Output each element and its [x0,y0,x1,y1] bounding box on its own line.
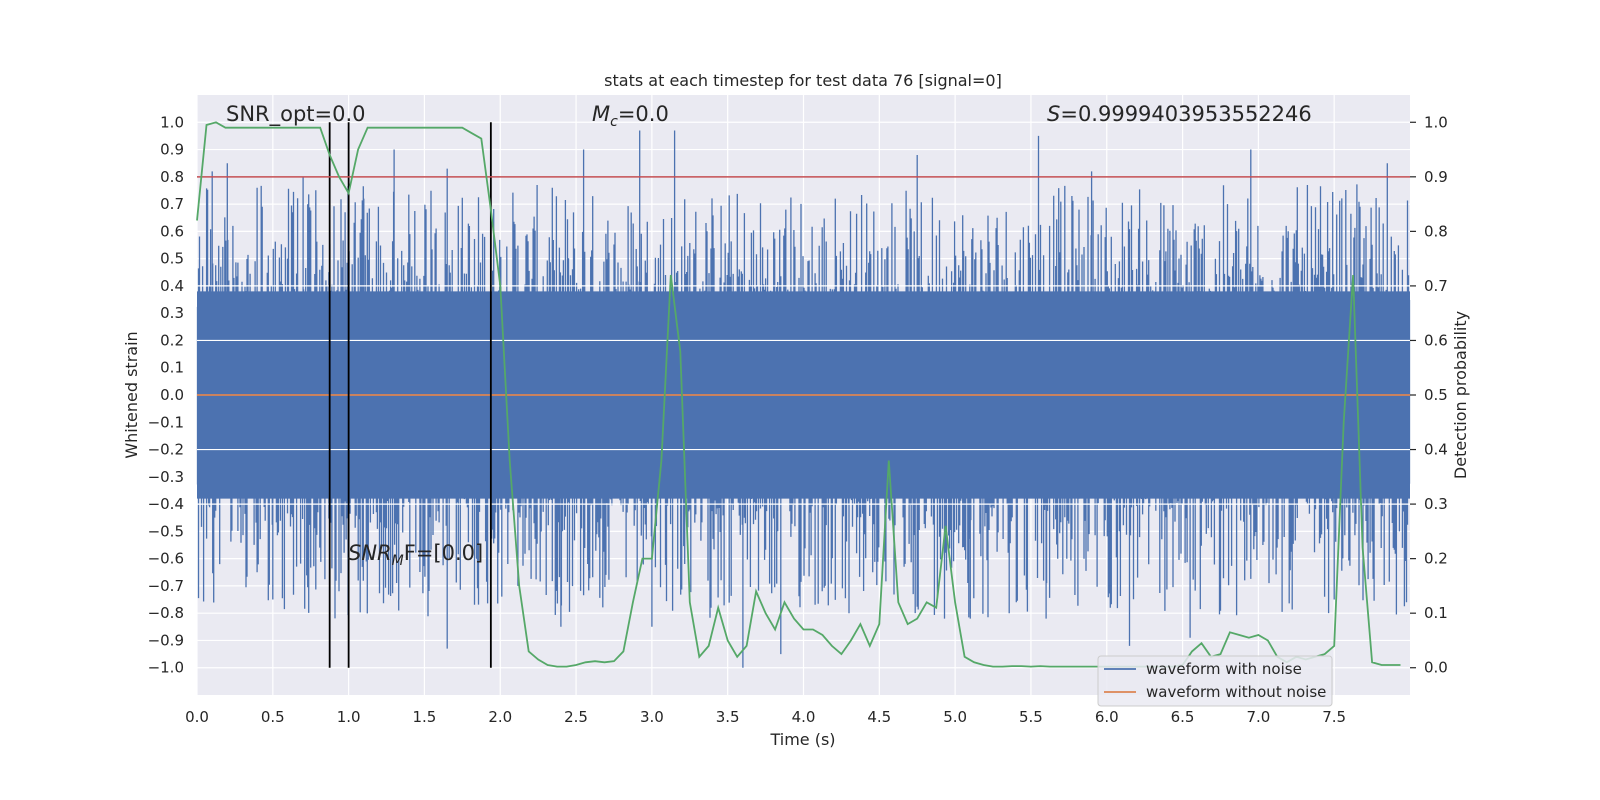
snr-mf-value: F=[0.0] [404,541,483,565]
y-tick-label: 0.8 [160,168,184,186]
y-tick-label: 0.3 [160,304,184,322]
x-tick-label: 6.0 [1095,708,1119,726]
y2-tick-label: 0.5 [1424,386,1448,404]
x-tick-label: 0.5 [261,708,285,726]
legend-label-clean: waveform without noise [1146,683,1326,701]
annotation-snr-mf: SNRMF=[0.0] [348,541,483,569]
y2-tick-label: 0.8 [1424,222,1448,240]
x-tick-label: 1.5 [413,708,437,726]
y-tick-label: −1.0 [148,659,184,677]
series-detection-probability [196,121,1401,668]
x-ticks: 0.0 0.5 1.0 1.5 2.0 2.5 3.0 3.5 4.0 4.5 5.0 5.5 6.0 6… [185,708,1346,726]
x-tick-label: 6.5 [1171,708,1195,726]
y-tick-label: −0.8 [148,604,184,622]
chart-title: stats at each timestep for test data 76 … [604,71,1002,90]
y-tick-label: 0.1 [160,359,184,377]
y-tick-label: −0.1 [148,413,184,431]
y2-tick-label: 0.9 [1424,168,1448,186]
y-tick-label: 0.4 [160,277,184,295]
y-tick-label: 0.7 [160,195,184,213]
y-tick-label: −0.4 [148,495,184,513]
y-tick-label: 0.2 [160,331,184,349]
y-tick-label: −0.7 [148,577,184,595]
y-tick-label: 0.5 [160,250,184,268]
legend: waveform with noise waveform without noi… [1097,655,1333,707]
y2-tick-label: 0.2 [1424,550,1448,568]
y-tick-label: 1.0 [160,113,184,131]
legend-box [1097,655,1333,707]
x-tick-label: 2.5 [564,708,588,726]
snr-mf-subscript: M [392,553,404,569]
y-tick-label: −0.3 [148,468,184,486]
y2-tick-label: 0.3 [1424,495,1448,513]
y-tick-label: −0.9 [148,631,184,649]
y2-tick-label: 0.4 [1424,441,1448,459]
y2-ticks: 1.0 0.9 0.8 0.7 0.6 0.5 0.4 0.3 0.2 0.1 0.0 [1410,113,1448,677]
x-tick-label: 3.5 [716,708,740,726]
x-tick-label: 7.0 [1246,708,1270,726]
snr-mf-symbol: SNR [348,541,392,565]
y2-tick-label: 0.7 [1424,277,1448,295]
y-ticks: 1.0 0.9 0.8 0.7 0.6 0.5 0.4 0.3 0.2 0.1 0.0 −0.1 −0.… [148,113,184,676]
annotation-chirp-mass: Mc=0.0 [592,102,669,130]
y-tick-label: −0.5 [148,522,184,540]
mc-value: =0.0 [618,102,669,126]
y2-tick-label: 0.6 [1424,331,1448,349]
x-tick-label: 4.0 [792,708,816,726]
y2-tick-label: 0.0 [1424,659,1448,677]
x-tick-label: 5.0 [943,708,967,726]
mc-subscript: c [610,114,618,130]
y-tick-label: 0.6 [160,222,184,240]
x-tick-label: 7.5 [1322,708,1346,726]
x-axis-label: Time (s) [769,730,835,749]
y2-tick-label: 1.0 [1424,113,1448,131]
s-value: =0.9999403953552246 [1060,102,1311,126]
s-symbol: S [1047,102,1060,126]
legend-label-noise: waveform with noise [1146,660,1302,678]
annotation-s: S=0.9999403953552246 [1047,102,1312,126]
y-tick-label: −0.2 [148,441,184,459]
x-tick-label: 1.0 [337,708,361,726]
y-tick-label: 0.9 [160,141,184,159]
mc-symbol: M [592,102,610,126]
x-tick-label: 3.0 [640,708,664,726]
x-tick-label: 2.0 [488,708,512,726]
y2-tick-label: 0.1 [1424,604,1448,622]
y-tick-label: −0.6 [148,550,184,568]
y-tick-label: 0.0 [160,386,184,404]
annotation-snr-opt: SNR_opt=0.0 [226,102,366,127]
x-tick-label: 0.0 [185,708,209,726]
x-tick-label: 5.5 [1019,708,1043,726]
x-tick-label: 4.5 [867,708,891,726]
y-axis-label: Whitened strain [122,331,141,458]
y2-axis-label: Detection probability [1451,311,1470,479]
